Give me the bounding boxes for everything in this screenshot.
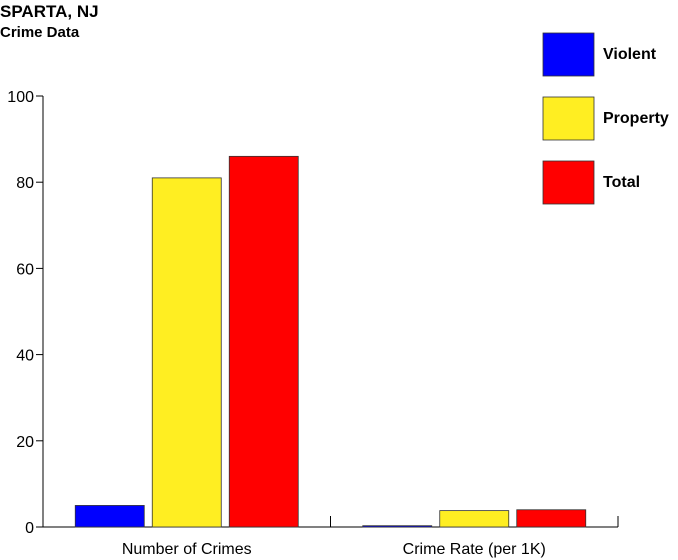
- chart-subtitle: Crime Data: [0, 24, 80, 41]
- x-category-label: Number of Crimes: [122, 541, 252, 558]
- legend-label-violent: Violent: [603, 46, 657, 63]
- x-axis: Number of Crimes Crime Rate (per 1K): [43, 516, 619, 558]
- legend-label-total: Total: [603, 174, 640, 191]
- y-axis: 0 20 40 60 80 100: [7, 89, 44, 537]
- legend-swatch-violent: [542, 32, 595, 77]
- legend-swatch-total: [542, 160, 595, 205]
- bar-total: [228, 155, 299, 528]
- y-tick-label: 100: [7, 89, 34, 106]
- bar-property: [151, 177, 222, 528]
- legend: Violent Property Total: [542, 32, 669, 205]
- y-tick-label: 20: [16, 434, 34, 451]
- bar-total: [516, 509, 587, 528]
- y-tick-label: 80: [16, 175, 34, 192]
- chart-title: SPARTA, NJ: [0, 2, 99, 21]
- y-tick-label: 40: [16, 348, 34, 365]
- y-tick-label: 60: [16, 261, 34, 278]
- bar-violent: [362, 525, 433, 528]
- bars-group: [74, 155, 587, 528]
- y-tick-label: 0: [25, 520, 34, 537]
- x-category-label: Crime Rate (per 1K): [403, 541, 546, 558]
- legend-label-property: Property: [603, 110, 669, 127]
- bar-violent: [74, 505, 145, 528]
- legend-swatch-property: [542, 96, 595, 141]
- bar-property: [439, 510, 510, 528]
